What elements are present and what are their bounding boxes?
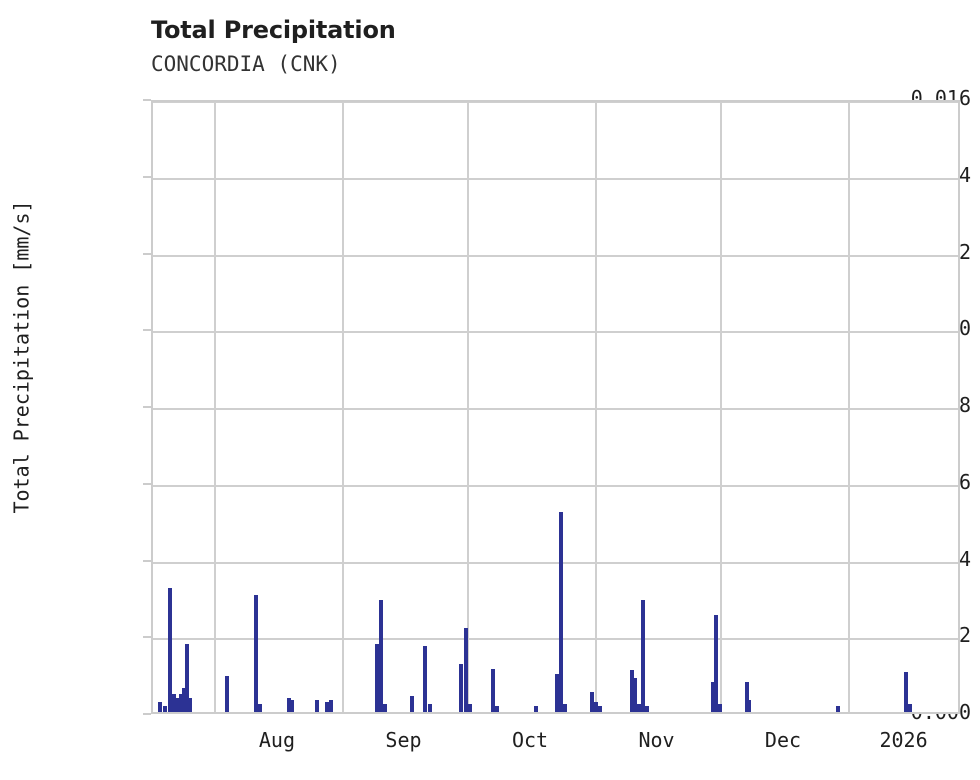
precipitation-bar [182,688,187,712]
precipitation-bar [172,693,177,712]
y-tick-mark [143,559,151,562]
plot-area [151,100,960,714]
y-tick-mark [143,99,151,101]
gridline-vertical [214,102,216,712]
precipitation-bar [179,693,184,712]
precipitation-bar [467,703,472,712]
precipitation-bar [597,705,602,712]
x-tick-label: Nov [638,728,675,752]
precipitation-bar [168,588,173,712]
gridline-vertical [848,102,850,712]
chart-subtitle: CONCORDIA (CNK) [151,52,341,76]
precipitation-bar [718,703,723,712]
precipitation-bar [747,700,752,712]
precipitation-bar [463,627,468,712]
precipitation-bar [711,682,716,712]
precipitation-bar [559,512,564,712]
precipitation-bar [632,678,637,712]
precipitation-bar [645,705,650,712]
precipitation-bar [158,702,163,712]
precipitation-bar [175,698,180,712]
x-tick-label: Dec [764,728,802,752]
y-tick-mark [143,175,151,178]
precipitation-bar [554,674,559,712]
precipitation-bar [379,600,384,712]
precipitation-bar [374,644,379,712]
y-tick-mark [143,252,151,255]
precipitation-bar [495,705,500,712]
gridline-vertical [595,102,597,712]
precipitation-bar [290,700,295,712]
gridline-vertical [467,102,469,712]
precipitation-bar [185,643,190,712]
gridline-horizontal [153,484,958,487]
precipitation-bar [287,698,292,712]
precipitation-bar [744,682,749,712]
y-tick-mark [143,329,151,332]
precipitation-bar [491,669,496,712]
precipitation-bar [324,702,329,712]
precipitation-bar [423,646,428,712]
precipitation-bar [225,676,230,712]
gridline-horizontal [153,102,958,103]
precipitation-bar [629,670,634,712]
precipitation-bar [714,614,719,712]
y-tick-mark [143,713,151,715]
gridline-horizontal [153,408,958,410]
precipitation-bar [328,700,333,712]
y-tick-mark [143,482,151,485]
precipitation-bar [427,703,432,712]
gridline-horizontal [153,331,958,334]
precipitation-bar [835,705,840,712]
gridline-vertical [342,102,344,712]
precipitation-bar [459,664,464,712]
precipitation-bar [383,703,388,712]
precipitation-bar [162,705,167,712]
precipitation-bar [903,672,908,712]
gridline-horizontal [153,638,958,641]
precipitation-bar [409,696,414,712]
y-tick-mark [143,406,151,408]
precipitation-bar [187,698,192,712]
x-tick-label: Aug [258,728,296,752]
precipitation-bar [593,702,598,712]
gridline-horizontal [153,254,958,257]
gridline-horizontal [153,561,958,564]
y-tick-mark [143,636,151,639]
precipitation-bar [636,703,641,712]
precipitation-bar [254,594,259,712]
y-axis-label-text: Total Precipitation [mm/s] [10,200,35,514]
precipitation-bar [589,692,594,712]
precipitation-bar [534,705,539,712]
y-axis-label: Total Precipitation [mm/s] [0,0,44,714]
precipitation-bar [563,703,568,712]
x-tick-label: Sep [385,728,422,752]
gridline-horizontal [153,177,958,180]
precipitation-bar [315,700,320,712]
precipitation-bar [640,600,645,712]
gridline-vertical [720,102,722,712]
x-tick-label: Oct [511,728,549,752]
x-tick-label: 2026 [879,728,928,752]
page-title: Total Precipitation [151,16,396,44]
precipitation-bar [258,703,263,712]
precipitation-bar [907,703,912,712]
